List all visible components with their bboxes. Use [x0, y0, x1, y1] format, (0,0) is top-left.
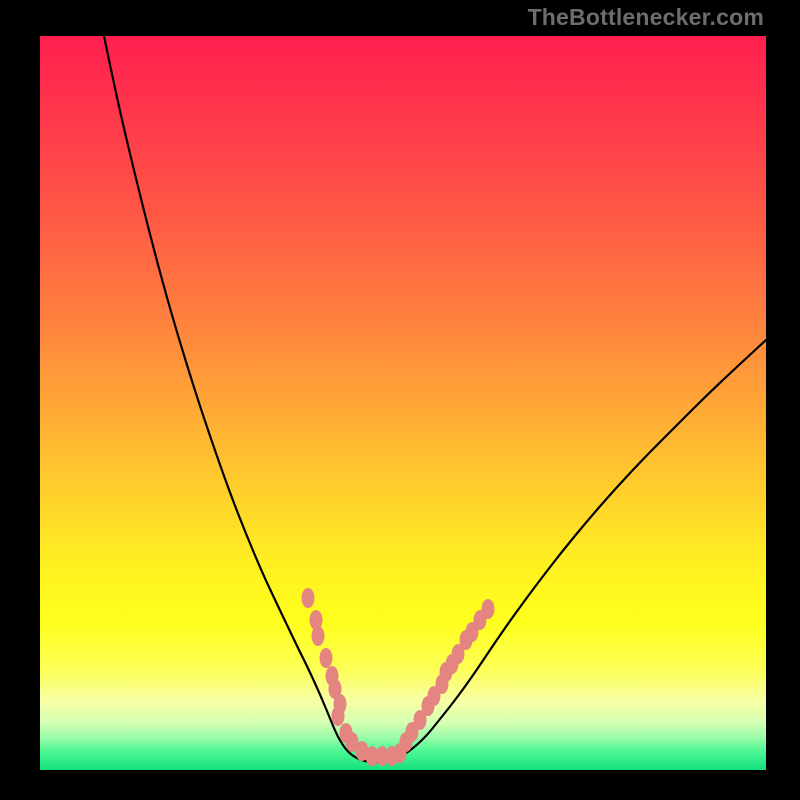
watermark-text: TheBottlenecker.com [528, 4, 764, 31]
outer-frame: TheBottlenecker.com [0, 0, 800, 800]
chart-svg [40, 36, 766, 770]
marker-dot [320, 648, 333, 668]
marker-dot [312, 626, 325, 646]
bottleneck-curve [104, 36, 766, 762]
markers-bottom [340, 723, 407, 766]
marker-dot [302, 588, 315, 608]
markers-right-arm [400, 599, 495, 752]
marker-dot [332, 706, 345, 726]
marker-dot [482, 599, 495, 619]
plot-area [40, 36, 766, 770]
